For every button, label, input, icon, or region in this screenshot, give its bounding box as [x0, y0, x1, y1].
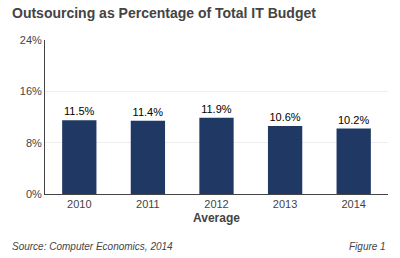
svg-text:11.9%: 11.9% — [201, 103, 232, 115]
svg-text:Average: Average — [193, 211, 240, 225]
svg-text:10.2%: 10.2% — [338, 114, 369, 126]
svg-text:2010: 2010 — [67, 198, 91, 210]
svg-text:2011: 2011 — [136, 198, 160, 210]
svg-text:2014: 2014 — [341, 198, 365, 210]
svg-text:Figure 1: Figure 1 — [349, 241, 386, 252]
svg-text:2012: 2012 — [204, 198, 228, 210]
svg-text:11.5%: 11.5% — [64, 105, 95, 117]
svg-text:2013: 2013 — [273, 198, 297, 210]
svg-text:16%: 16% — [20, 85, 42, 97]
svg-text:24%: 24% — [20, 34, 42, 46]
svg-text:8%: 8% — [26, 137, 42, 149]
svg-text:0%: 0% — [26, 188, 42, 200]
svg-text:Source: Computer Economics, 20: Source: Computer Economics, 2014 — [12, 241, 173, 252]
svg-text:Outsourcing as Percentage of T: Outsourcing as Percentage of Total IT Bu… — [12, 5, 316, 21]
svg-text:10.6%: 10.6% — [269, 111, 300, 123]
svg-text:11.4%: 11.4% — [133, 106, 164, 118]
